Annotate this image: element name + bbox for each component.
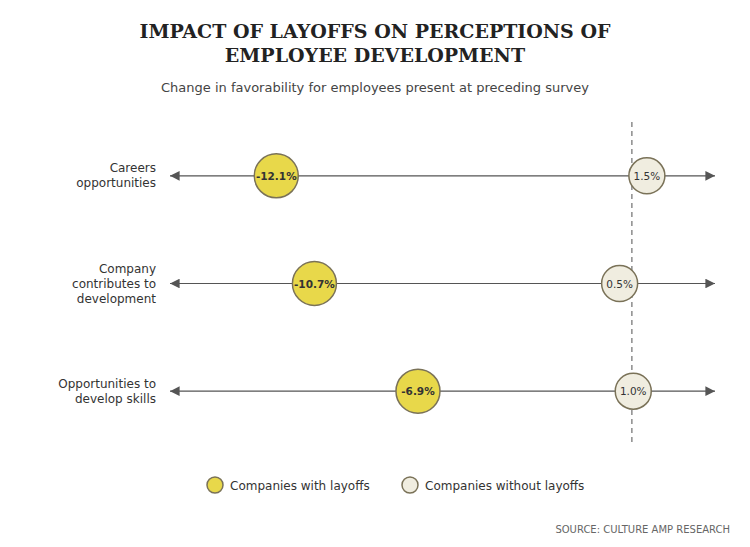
data-label: 0.5% <box>606 278 633 290</box>
legend-label: Companies with layoffs <box>230 479 370 493</box>
source: SOURCE: CULTURE AMP RESEARCH <box>555 524 730 535</box>
bubble <box>602 266 638 302</box>
bubble <box>615 373 651 409</box>
bubble <box>396 369 440 413</box>
marks <box>254 122 665 445</box>
data-label: -6.9% <box>401 385 435 397</box>
data-labels: -12.1% -10.7% -6.9% 1.5% 0.5% 1.0% <box>256 170 660 397</box>
category-label: Careersopportunities <box>76 161 156 190</box>
subtitle: Change in favorability for employees pre… <box>161 80 589 95</box>
legend-swatch <box>207 477 223 493</box>
bubble <box>292 262 336 306</box>
bubble <box>254 154 298 198</box>
data-label: 1.5% <box>634 170 661 182</box>
legend-swatch <box>402 477 418 493</box>
legend: Companies with layoffs Companies without … <box>207 477 584 493</box>
category-label: Opportunities todevelop skills <box>58 377 156 406</box>
data-label: -12.1% <box>256 170 297 182</box>
legend-label: Companies without layoffs <box>425 479 584 493</box>
data-label: 1.0% <box>620 385 647 397</box>
category-label: Companycontributes todevelopment <box>72 262 156 306</box>
data-label: -10.7% <box>294 278 335 290</box>
title: IMPACT OF LAYOFFS ON PERCEPTIONS OFEMPLO… <box>140 20 611 66</box>
chart: IMPACT OF LAYOFFS ON PERCEPTIONS OFEMPLO… <box>0 0 750 547</box>
bubble <box>629 158 665 194</box>
background <box>0 0 750 547</box>
